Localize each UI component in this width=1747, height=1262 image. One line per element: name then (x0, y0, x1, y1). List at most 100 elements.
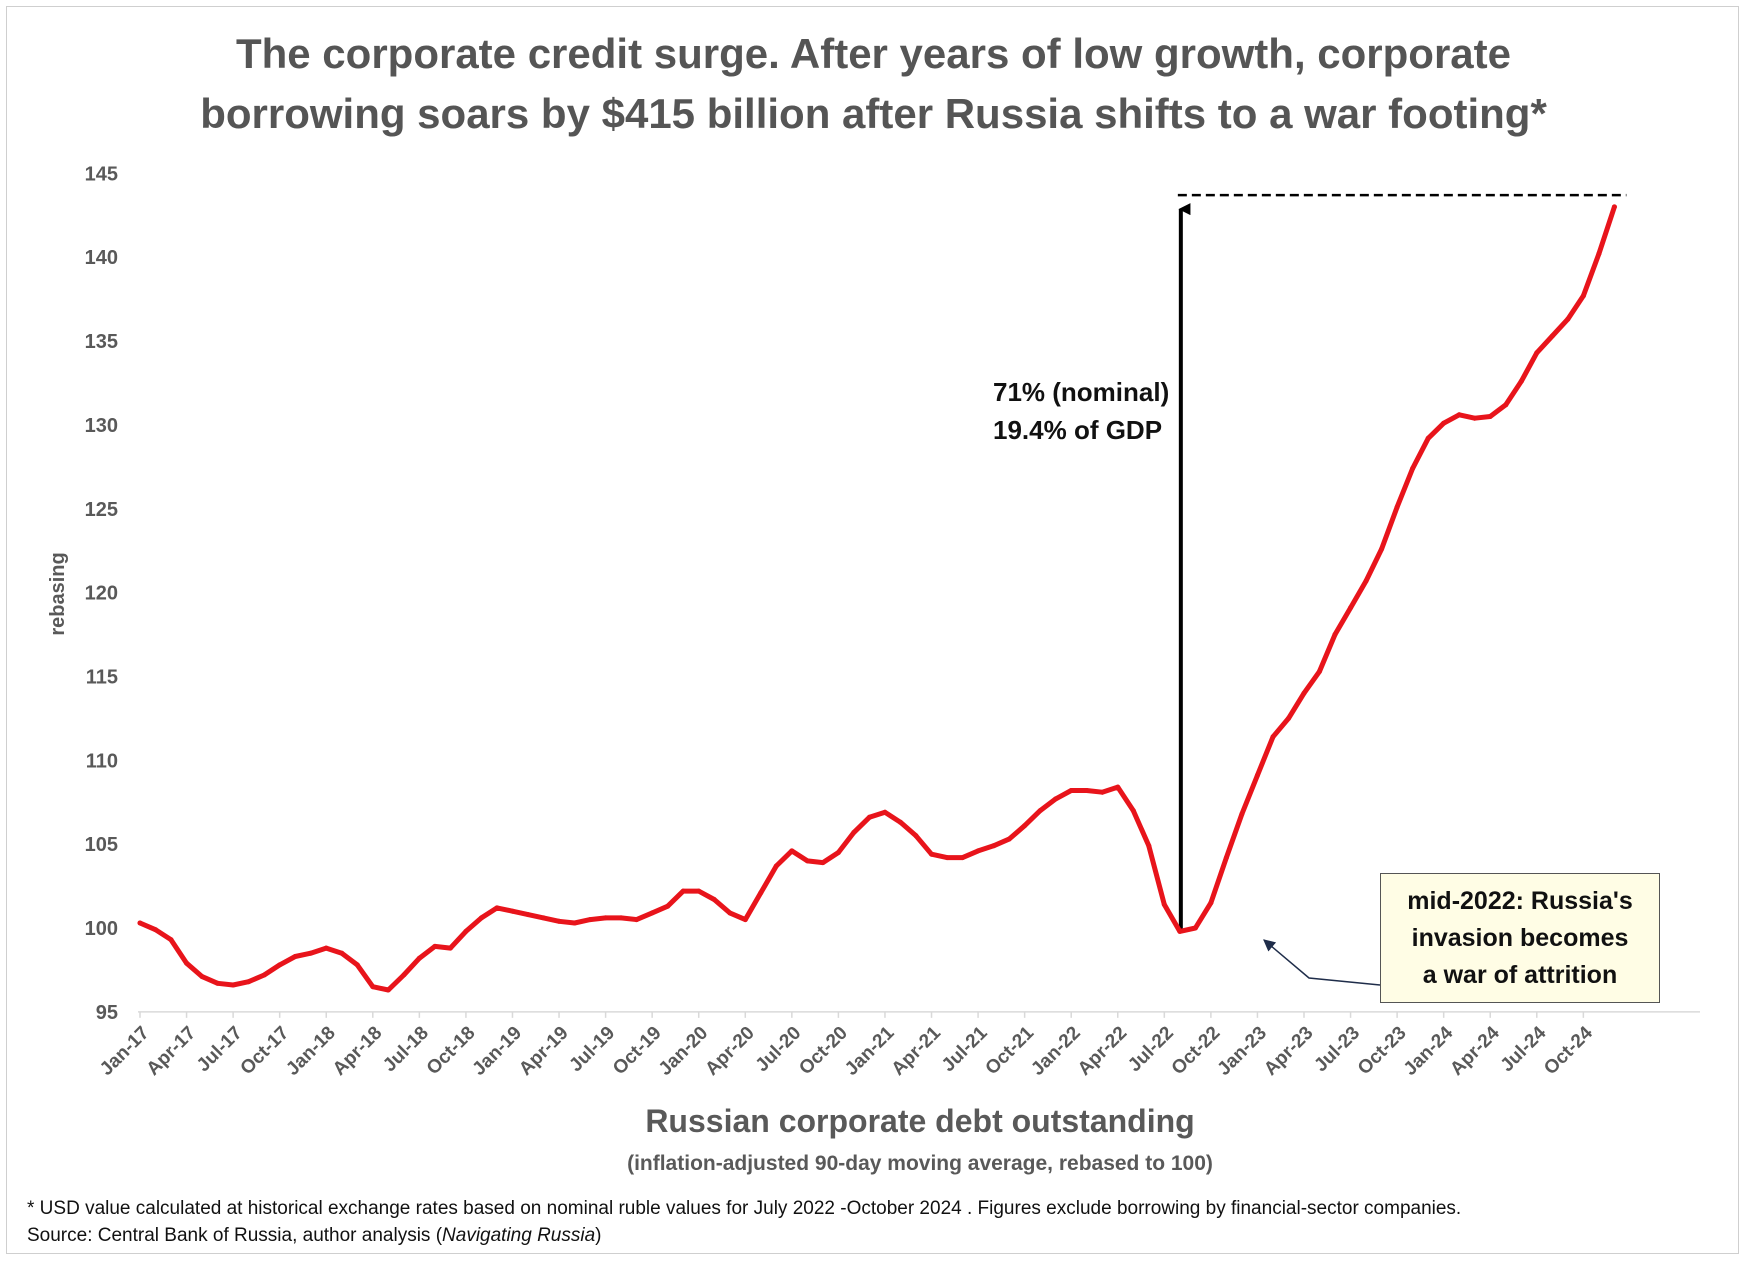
data-point (1363, 578, 1369, 584)
data-point (137, 920, 143, 926)
data-point (960, 855, 966, 861)
x-tick-label: Apr-17 (143, 1023, 200, 1080)
data-point (1580, 293, 1586, 299)
data-point (494, 905, 500, 911)
data-point (587, 917, 593, 923)
data-point (478, 915, 484, 921)
y-tick-label: 140 (85, 247, 118, 269)
data-point (1379, 546, 1385, 552)
data-point (556, 918, 562, 924)
data-point (1394, 504, 1400, 510)
data-point (1146, 843, 1152, 849)
data-point (1099, 789, 1105, 795)
data-point (1270, 734, 1276, 740)
data-point (572, 920, 578, 926)
x-tick-label: Jul-23 (1310, 1023, 1364, 1077)
data-point (1286, 715, 1291, 721)
data-point (354, 962, 360, 968)
data-point (1208, 900, 1214, 906)
data-point (1596, 251, 1602, 257)
data-point (944, 855, 950, 861)
data-point (727, 910, 733, 916)
callout-line-3: a war of attrition (1422, 960, 1618, 989)
data-point (1115, 784, 1121, 790)
data-point (370, 984, 376, 990)
x-tick-label: Oct-24 (1540, 1022, 1597, 1079)
data-point (711, 897, 717, 902)
annotation-nominal: 71% (nominal) (993, 377, 1169, 407)
x-tick-label: Jan-22 (1027, 1023, 1084, 1080)
data-point (1301, 690, 1307, 696)
data-point (820, 860, 826, 866)
y-tick-label: 130 (85, 415, 118, 437)
data-point (525, 912, 531, 918)
data-point (1053, 796, 1059, 802)
data-point (153, 927, 158, 933)
data-point (1410, 466, 1416, 471)
data-point (618, 915, 624, 921)
data-point (665, 903, 671, 909)
data-point (835, 850, 841, 855)
callout-pointer-arrow (1263, 939, 1381, 986)
data-point (323, 945, 329, 951)
data-point (1348, 605, 1354, 611)
y-tick-label: 95 (96, 1002, 118, 1024)
data-point (261, 972, 267, 978)
source-suffix: ) (595, 1225, 602, 1246)
data-point (649, 910, 655, 916)
data-point (882, 809, 888, 815)
data-point (742, 917, 748, 923)
data-point (866, 814, 872, 820)
data-point (432, 943, 438, 949)
x-axis-subtitle: (inflation-adjusted 90-day moving averag… (627, 1152, 1213, 1175)
data-point (773, 863, 779, 869)
data-point (929, 851, 934, 857)
data-point (696, 888, 702, 894)
x-tick-label: Apr-19 (515, 1023, 572, 1080)
data-point (1161, 902, 1167, 907)
x-tick-label: Jan-23 (1214, 1023, 1271, 1080)
data-point (1456, 412, 1462, 418)
x-tick-label: Oct-17 (237, 1023, 294, 1080)
data-point (1006, 836, 1012, 842)
data-point (634, 917, 640, 923)
data-point (401, 972, 407, 978)
data-point (1332, 632, 1338, 637)
y-tick-label: 145 (85, 163, 118, 185)
x-tick-label: Jul-22 (1124, 1023, 1178, 1077)
data-point (385, 987, 391, 993)
x-tick-label: Oct-20 (795, 1023, 852, 1080)
x-tick-label: Jan-21 (841, 1022, 899, 1080)
data-point (1177, 928, 1183, 934)
data-point (447, 945, 453, 951)
x-tick-label: Oct-18 (423, 1023, 480, 1080)
x-tick-label: Apr-23 (1260, 1023, 1317, 1080)
source-italic: Navigating Russia (442, 1225, 596, 1246)
data-point (1223, 855, 1229, 861)
x-tick-label: Jan-18 (282, 1023, 339, 1080)
data-point (1022, 823, 1028, 829)
series-points (137, 204, 1617, 993)
callout-line-2: invasion becomes (1411, 923, 1629, 952)
data-point (1130, 808, 1136, 814)
data-point (758, 890, 764, 896)
data-point (1441, 420, 1447, 426)
x-tick-label: Jan-17 (96, 1023, 153, 1080)
data-point (1487, 414, 1493, 419)
y-tick-label: 120 (85, 583, 118, 605)
y-tick-label: 100 (85, 918, 118, 940)
x-tick-label: Oct-22 (1168, 1023, 1225, 1080)
data-point (199, 974, 205, 980)
data-point (292, 954, 298, 959)
chart-title: The corporate credit surge. After years … (0, 24, 1747, 144)
x-tick-label: Apr-20 (701, 1023, 758, 1080)
annotation-gdp: 19.4% of GDP (993, 415, 1162, 445)
data-point (168, 937, 174, 943)
x-tick-label: Oct-19 (609, 1023, 666, 1080)
data-point (1068, 788, 1074, 793)
data-point (789, 848, 795, 854)
data-point (416, 955, 422, 961)
x-tick-label: Jan-20 (655, 1023, 712, 1080)
x-tick-label: Jan-24 (1400, 1022, 1458, 1080)
